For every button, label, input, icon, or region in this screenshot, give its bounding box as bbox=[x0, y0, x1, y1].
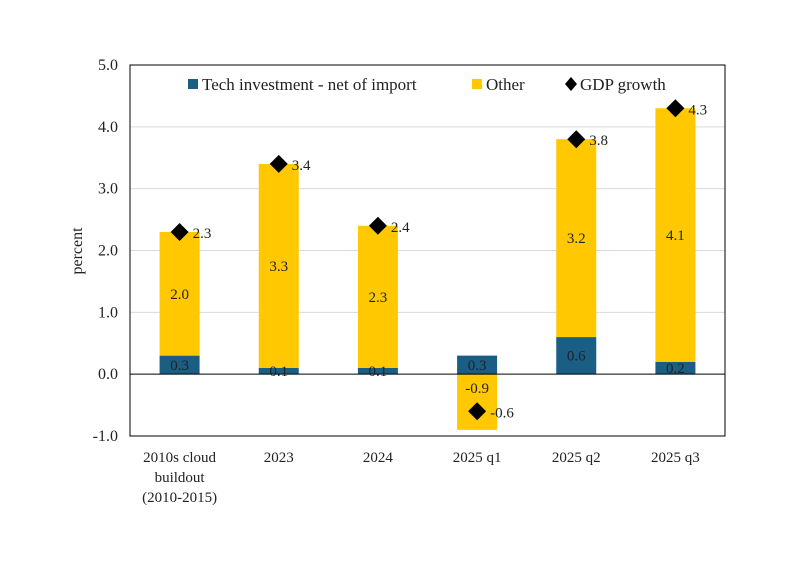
bar-other bbox=[258, 163, 299, 368]
bar-label-tech: 0.1 bbox=[369, 364, 388, 380]
bar-label-tech: 0.2 bbox=[666, 361, 685, 377]
x-tick-label: 2025 q2 bbox=[552, 450, 601, 466]
gridlines bbox=[130, 126, 725, 313]
bar-label-other: 2.0 bbox=[170, 287, 189, 303]
x-tick-label: buildout bbox=[155, 470, 206, 486]
bar-label-other: 3.2 bbox=[567, 231, 586, 247]
bar-label-other: -0.9 bbox=[465, 381, 489, 397]
gdp-growth-marker bbox=[666, 99, 685, 118]
bar-label-other: 2.3 bbox=[369, 290, 388, 306]
legend-tech-investment-swatch bbox=[188, 79, 198, 89]
y-tick-label: 4.0 bbox=[98, 119, 118, 136]
legend-gdp-growth: GDP growth bbox=[565, 75, 666, 94]
gdp-growth-label: -0.6 bbox=[490, 405, 514, 421]
gdp-growth-label: 2.3 bbox=[193, 226, 212, 242]
gdp-growth-label: 2.4 bbox=[391, 220, 410, 236]
bar-other bbox=[556, 139, 597, 338]
bar-other bbox=[457, 374, 498, 430]
y-axis-label: percent bbox=[69, 227, 86, 275]
x-tick-label: (2010-2015) bbox=[142, 490, 217, 506]
x-tick-label: 2025 q1 bbox=[453, 450, 502, 466]
axes: -1.0 0.0 1.0 2.0 3.0 4.0 5.0 2010s cloud buildou… bbox=[93, 57, 726, 506]
y-tick-label: 0.0 bbox=[98, 366, 118, 383]
x-tick-label: 2025 q3 bbox=[651, 450, 700, 466]
gdp-growth-marker bbox=[567, 130, 586, 149]
y-tick-label: 5.0 bbox=[98, 57, 118, 74]
legend-tech-investment-text: Tech investment - net of import bbox=[202, 75, 417, 94]
bar-tech-investment bbox=[159, 355, 200, 375]
bar-other bbox=[159, 231, 200, 356]
gdp-growth-label: 3.8 bbox=[589, 133, 608, 149]
legend-gdp-growth-swatch bbox=[565, 77, 577, 91]
bar-label-tech: 0.1 bbox=[269, 364, 288, 380]
x-tick-label: 2023 bbox=[264, 450, 294, 466]
plot-frame bbox=[129, 64, 726, 437]
bar-other bbox=[357, 225, 398, 368]
bar-label-tech: 0.6 bbox=[567, 349, 586, 365]
legend: Tech investment - net of import Other GDP … bbox=[188, 75, 666, 94]
bar-tech-investment bbox=[457, 355, 498, 375]
x-tick-label: 2010s cloud bbox=[143, 450, 216, 466]
legend-gdp-growth-text: GDP growth bbox=[580, 75, 666, 94]
bar-tech-investment bbox=[258, 367, 299, 375]
legend-other-swatch bbox=[472, 79, 482, 89]
bar-tech-investment bbox=[556, 337, 597, 375]
bar-label-other: 4.1 bbox=[666, 228, 685, 244]
bar-tech-investment bbox=[655, 361, 696, 375]
legend-other-text: Other bbox=[486, 75, 525, 94]
y-tick-label: 2.0 bbox=[98, 243, 118, 260]
bar-other bbox=[655, 108, 696, 362]
gdp-markers: 2.3 3.4 2.4 -0.6 3.8 4.3 bbox=[170, 99, 707, 421]
bar-tech-investment bbox=[357, 367, 398, 375]
y-tick-label: 1.0 bbox=[98, 304, 118, 321]
bar-label-tech: 0.3 bbox=[170, 358, 189, 374]
bar-label-tech: 0.3 bbox=[468, 358, 487, 374]
gdp-growth-marker bbox=[368, 216, 387, 235]
y-tick-label: 3.0 bbox=[98, 181, 118, 198]
gdp-growth-marker bbox=[170, 222, 189, 241]
legend-other: Other bbox=[472, 75, 525, 94]
gdp-growth-marker bbox=[269, 154, 288, 173]
data-labels: 0.3 2.0 0.1 3.3 0.1 2.3 0.3 -0.9 0.6 3.2 0.2 4.1 bbox=[170, 228, 685, 397]
gdp-growth-marker bbox=[468, 402, 487, 421]
legend-tech-investment: Tech investment - net of import bbox=[188, 75, 417, 94]
y-tick-label: -1.0 bbox=[93, 428, 118, 445]
gdp-growth-label: 3.4 bbox=[292, 158, 311, 174]
gdp-growth-label: 4.3 bbox=[688, 102, 707, 118]
x-tick-label: 2024 bbox=[363, 450, 394, 466]
bar-label-other: 3.3 bbox=[269, 259, 288, 275]
bars bbox=[159, 108, 696, 430]
